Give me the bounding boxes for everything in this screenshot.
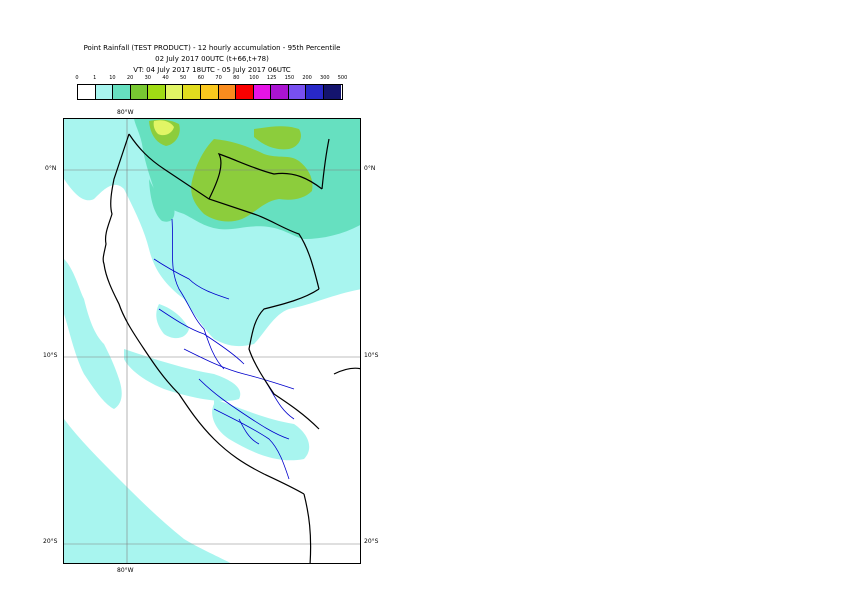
admin-boundaries (153, 218, 295, 480)
lat-label-right-0: 0°N (364, 165, 376, 172)
lat-label-left-0: 0°N (45, 165, 57, 172)
lat-label-right-10s: 10°S (364, 352, 379, 359)
legend-swatch (130, 85, 149, 99)
legend-tick-label: 50 (180, 75, 187, 81)
lat-label-right-20s: 20°S (364, 538, 379, 545)
legend-swatch (288, 85, 307, 99)
legend-swatch (78, 85, 96, 99)
legend-tick-label: 200 (302, 75, 312, 81)
legend-swatch (271, 85, 289, 99)
rain-layer-yellow (153, 120, 174, 136)
rainfall-map (63, 118, 361, 564)
legend-tick-label: 100 (249, 75, 259, 81)
rain-layer-green (149, 119, 313, 222)
legend-tick-label: 300 (320, 75, 330, 81)
graticule (64, 119, 360, 563)
title-line-3: VT: 04 July 2017 18UTC - 05 July 2017 06… (133, 66, 291, 74)
legend-swatch (165, 85, 184, 99)
legend-swatch (95, 85, 114, 99)
legend-swatch (253, 85, 272, 99)
legend-swatch (306, 85, 324, 99)
legend-tick-label: 10 (109, 75, 116, 81)
legend-tick-label: 500 (337, 75, 348, 81)
coastline-and-borders (102, 133, 360, 563)
legend-tick-label: 150 (284, 75, 295, 81)
legend-tick-label: 70 (215, 75, 222, 81)
legend-swatch (183, 85, 201, 99)
legend-swatch (218, 85, 237, 99)
legend-swatch (236, 85, 254, 99)
legend-tick-label: 40 (162, 75, 169, 81)
legend-color-bar (77, 84, 343, 100)
legend-tick-label: 60 (197, 75, 205, 81)
lat-label-left-10s: 10°S (43, 352, 58, 359)
legend-swatch (148, 85, 166, 99)
lat-label-left-20s: 20°S (43, 538, 58, 545)
lon-label-bottom: 80°W (117, 567, 134, 574)
legend-tick-label: 0 (75, 75, 79, 81)
legend-tick-label: 30 (144, 75, 151, 81)
legend-tick-label: 1 (93, 75, 97, 81)
legend-tick-label: 80 (233, 75, 240, 81)
title-line-2: 02 July 2017 00UTC (t+66,t+78) (155, 55, 269, 63)
legend-swatch (113, 85, 131, 99)
legend-tick-label: 125 (266, 75, 277, 81)
legend-tick-label: 20 (126, 75, 134, 81)
lon-label-top: 80°W (117, 109, 134, 116)
title-line-1: Point Rainfall (TEST PRODUCT) - 12 hourl… (83, 44, 341, 52)
chart-title: Point Rainfall (TEST PRODUCT) - 12 hourl… (0, 43, 424, 76)
map-canvas (64, 119, 360, 563)
legend-swatch (200, 85, 219, 99)
legend-swatch (323, 85, 342, 99)
